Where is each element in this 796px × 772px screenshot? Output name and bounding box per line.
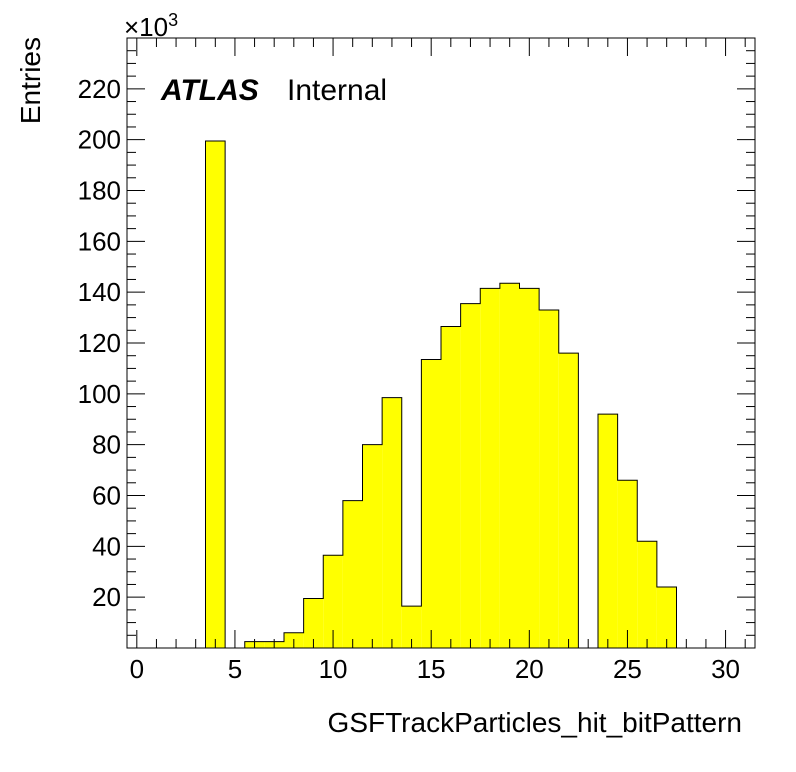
x-tick-label: 0 — [130, 654, 144, 684]
y-axis-title: Entries — [15, 37, 46, 124]
histogram-bar — [421, 359, 441, 648]
y-tick-label: 100 — [78, 379, 121, 409]
plot-frame — [126, 37, 756, 649]
x-tick-label: 10 — [319, 654, 348, 684]
histogram-bar — [460, 303, 481, 648]
histogram-bar — [637, 541, 657, 648]
histogram-outline — [205, 140, 677, 648]
y-multiplier-exponent: 3 — [168, 10, 178, 30]
x-tick-label: 20 — [515, 654, 544, 684]
histogram-bar — [382, 397, 402, 648]
histogram-bar — [558, 353, 579, 648]
histogram-bar — [342, 500, 363, 648]
histogram-bar — [303, 598, 324, 648]
y-tick-label: 180 — [78, 176, 121, 206]
histogram-bars — [205, 140, 677, 648]
y-tick-label: 80 — [92, 430, 121, 460]
histogram-bar — [401, 606, 422, 648]
y-tick-label: 200 — [78, 125, 121, 155]
histogram-bar — [499, 283, 520, 648]
histogram-bar — [480, 288, 500, 648]
y-tick-label: 160 — [78, 226, 121, 256]
histogram-bar — [441, 326, 461, 648]
axis-ticks — [127, 37, 755, 648]
histogram-bar — [323, 555, 343, 648]
y-multiplier-base: ×10 — [124, 12, 168, 42]
internal-label: Internal — [287, 74, 387, 107]
histogram-bar — [519, 288, 540, 648]
histogram-bar — [205, 140, 226, 648]
histogram-bar — [362, 444, 383, 648]
histogram-bar — [656, 587, 677, 648]
x-tick-label: 5 — [228, 654, 242, 684]
x-tick-label: 15 — [417, 654, 446, 684]
y-tick-label: 20 — [92, 582, 121, 612]
x-axis-title: GSFTrackParticles_hit_bitPattern — [328, 707, 742, 738]
y-tick-label: 60 — [92, 481, 121, 511]
x-tick-label: 30 — [711, 654, 740, 684]
y-axis-multiplier: ×103 — [124, 10, 178, 42]
tick-labels: 0 5 10 15 20 25 30 20 40 60 80 100 120 140 160 180 200 22… — [78, 74, 740, 684]
x-tick-label: 25 — [613, 654, 642, 684]
y-tick-label: 220 — [78, 74, 121, 104]
y-tick-label: 40 — [92, 531, 121, 561]
y-tick-label: 140 — [78, 277, 121, 307]
histogram-bar — [539, 309, 559, 648]
y-tick-label: 120 — [78, 328, 121, 358]
histogram-bar — [598, 414, 618, 648]
histogram-bar — [617, 480, 638, 648]
atlas-label: ATLAS — [160, 74, 259, 107]
